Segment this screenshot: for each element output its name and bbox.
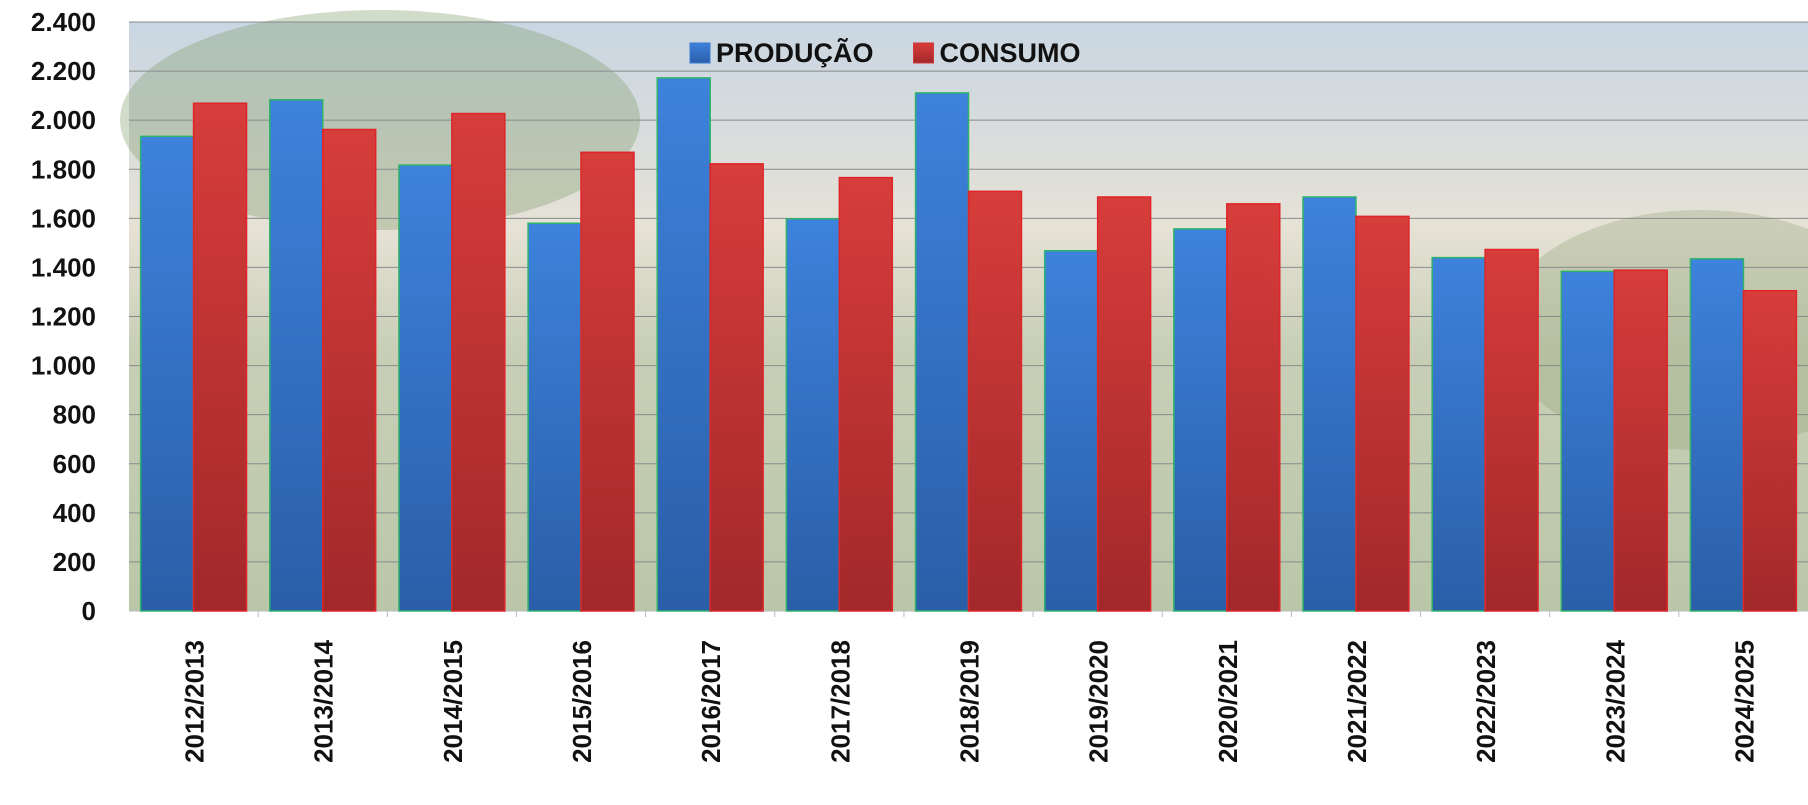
bar xyxy=(1613,269,1668,612)
bar xyxy=(580,151,635,612)
bar xyxy=(451,112,506,612)
x-tick-label: 2024/2025 xyxy=(1729,640,1759,763)
x-tick-label: 2015/2016 xyxy=(567,640,597,763)
y-tick-label: 1.000 xyxy=(31,351,96,381)
y-tick-label: 2.000 xyxy=(31,105,96,135)
x-tick-label: 2021/2022 xyxy=(1342,640,1372,763)
y-tick-label: 400 xyxy=(53,498,96,528)
legend-label: CONSUMO xyxy=(940,38,1081,68)
bar xyxy=(1742,289,1798,612)
y-tick-label: 2.200 xyxy=(31,56,96,86)
bar xyxy=(838,176,894,612)
y-tick-label: 2.400 xyxy=(31,7,96,37)
bar xyxy=(967,190,1023,612)
x-tick-label: 2014/2015 xyxy=(438,640,468,763)
y-tick-label: 1.600 xyxy=(31,203,96,233)
y-tick-label: 1.200 xyxy=(31,302,96,332)
y-tick-label: 0 xyxy=(82,596,96,626)
y-tick-label: 200 xyxy=(53,547,96,577)
x-tick-label: 2018/2019 xyxy=(955,640,985,763)
y-tick-label: 1.800 xyxy=(31,154,96,184)
bar xyxy=(398,164,453,612)
bar xyxy=(321,128,377,612)
legend-swatch xyxy=(689,42,711,64)
y-tick-label: 600 xyxy=(53,449,96,479)
x-tick-label: 2022/2023 xyxy=(1471,640,1501,763)
bar xyxy=(1560,270,1616,612)
bar xyxy=(192,102,248,612)
x-tick-label: 2013/2014 xyxy=(309,639,339,762)
bar xyxy=(1173,228,1228,612)
bar xyxy=(1484,248,1539,612)
bar xyxy=(527,222,582,612)
bar xyxy=(1355,215,1410,612)
x-tick-label: 2020/2021 xyxy=(1213,640,1243,763)
bar xyxy=(139,135,195,612)
x-tick-label: 2023/2024 xyxy=(1600,639,1630,762)
bar xyxy=(1431,256,1486,612)
legend-label: PRODUÇÃO xyxy=(716,37,874,68)
bar xyxy=(1226,203,1281,612)
bar xyxy=(914,92,970,612)
bar xyxy=(1096,196,1152,612)
legend-swatch xyxy=(913,42,935,64)
x-tick-label: 2012/2013 xyxy=(180,640,210,763)
bar xyxy=(269,99,324,612)
bar xyxy=(709,163,764,612)
bar xyxy=(1043,249,1099,612)
bar xyxy=(1689,258,1745,612)
x-tick-label: 2016/2017 xyxy=(696,640,726,763)
x-tick-label: 2017/2018 xyxy=(825,640,855,763)
x-tick-label: 2019/2020 xyxy=(1084,640,1114,763)
bar xyxy=(1302,196,1357,612)
y-tick-label: 1.400 xyxy=(31,252,96,282)
bar xyxy=(785,218,841,612)
y-tick-label: 800 xyxy=(53,400,96,430)
bar xyxy=(656,77,711,612)
